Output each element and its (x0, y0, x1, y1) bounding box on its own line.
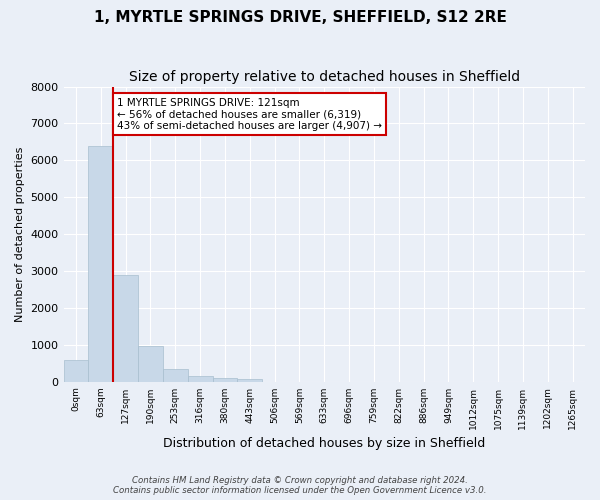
Bar (64, 360, 88, 382)
Bar (212, 378, 238, 382)
Bar (88, 146, 113, 382)
X-axis label: Distribution of detached houses by size in Sheffield: Distribution of detached houses by size … (163, 437, 485, 450)
Bar (138, 346, 163, 382)
Bar (113, 274, 138, 382)
Bar (163, 369, 188, 382)
Text: 1 MYRTLE SPRINGS DRIVE: 121sqm
← 56% of detached houses are smaller (6,319)
43% : 1 MYRTLE SPRINGS DRIVE: 121sqm ← 56% of … (117, 98, 382, 131)
Y-axis label: Number of detached properties: Number of detached properties (15, 146, 25, 322)
Text: Contains HM Land Registry data © Crown copyright and database right 2024.
Contai: Contains HM Land Registry data © Crown c… (113, 476, 487, 495)
Bar (188, 376, 212, 382)
Title: Size of property relative to detached houses in Sheffield: Size of property relative to detached ho… (129, 70, 520, 84)
Bar (238, 379, 262, 382)
Text: 1, MYRTLE SPRINGS DRIVE, SHEFFIELD, S12 2RE: 1, MYRTLE SPRINGS DRIVE, SHEFFIELD, S12 … (94, 10, 506, 25)
